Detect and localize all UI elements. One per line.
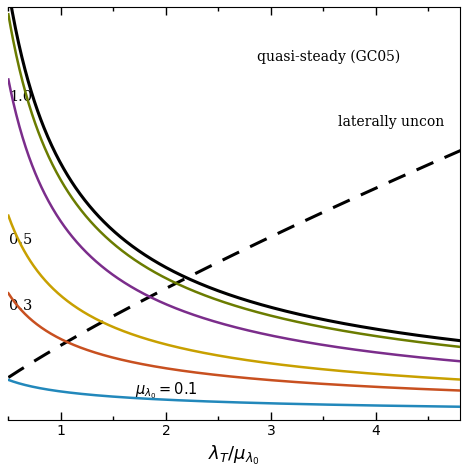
Text: 0.3: 0.3 — [9, 299, 33, 313]
Text: 0.5: 0.5 — [9, 233, 33, 247]
Text: laterally uncon: laterally uncon — [338, 116, 444, 129]
Text: $\mu_{\lambda_0} = 0.1$: $\mu_{\lambda_0} = 0.1$ — [135, 381, 197, 401]
Text: 1.0: 1.0 — [9, 90, 33, 104]
X-axis label: $\lambda_{T}/\mu_{\lambda_0}$: $\lambda_{T}/\mu_{\lambda_0}$ — [209, 444, 260, 467]
Text: quasi-steady (GC05): quasi-steady (GC05) — [257, 49, 400, 64]
